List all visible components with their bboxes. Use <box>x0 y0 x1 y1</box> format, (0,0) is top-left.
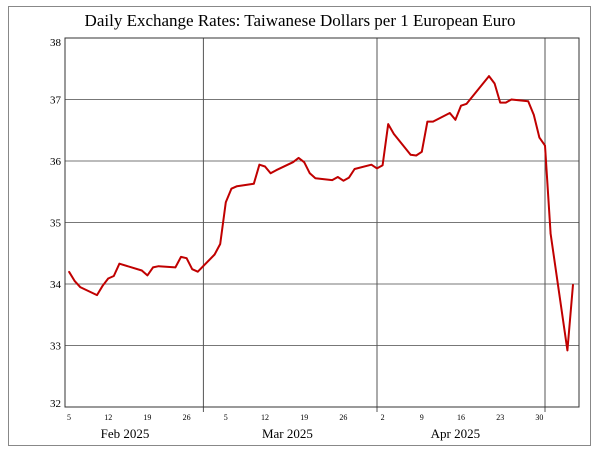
data-point <box>230 187 233 190</box>
month-label: Feb 2025 <box>101 426 150 441</box>
data-point <box>185 257 188 259</box>
month-label: Mar 2025 <box>262 426 313 441</box>
data-point <box>264 165 266 168</box>
data-point <box>191 268 193 271</box>
data-point <box>460 104 462 107</box>
y-tick-label: 34 <box>50 279 62 291</box>
data-point <box>79 286 81 288</box>
data-point <box>538 136 541 139</box>
data-point <box>174 266 177 269</box>
data-point <box>292 161 294 164</box>
data-point <box>297 157 300 159</box>
data-point <box>303 161 306 164</box>
data-point <box>180 256 182 258</box>
x-tick-label: 30 <box>535 413 543 422</box>
data-point <box>421 150 423 153</box>
data-point <box>73 280 76 282</box>
x-tick-label: 19 <box>300 413 308 422</box>
data-point <box>113 275 115 277</box>
data-point <box>309 172 311 175</box>
x-tick-label: 26 <box>183 413 191 422</box>
x-tick-label: 2 <box>381 413 385 422</box>
data-point <box>409 154 412 156</box>
data-point <box>493 82 496 85</box>
data-point <box>465 103 468 105</box>
y-tick-label: 35 <box>50 218 62 230</box>
data-point <box>101 285 104 287</box>
x-tick-label: 12 <box>104 413 112 422</box>
data-point <box>253 182 255 185</box>
data-point <box>197 270 199 273</box>
data-point <box>549 232 552 235</box>
data-point <box>157 265 160 267</box>
data-point <box>488 75 490 77</box>
x-tick-label: 9 <box>420 413 424 422</box>
data-point <box>348 176 350 179</box>
data-point <box>225 201 227 204</box>
data-point <box>152 266 154 269</box>
x-tick-label: 12 <box>261 413 269 422</box>
y-tick-label: 32 <box>50 398 61 410</box>
y-tick-label: 38 <box>50 37 62 49</box>
data-point <box>449 112 451 114</box>
data-point <box>353 168 356 170</box>
y-tick-label: 33 <box>50 341 62 353</box>
data-point <box>566 349 569 352</box>
data-point <box>331 179 334 181</box>
data-point <box>393 133 395 135</box>
month-label: Apr 2025 <box>431 426 480 441</box>
data-point <box>258 163 261 166</box>
data-point <box>381 164 384 167</box>
plot-area <box>64 37 580 408</box>
data-point <box>68 270 70 273</box>
data-point <box>269 172 272 175</box>
data-point <box>432 120 434 123</box>
data-point <box>141 269 143 272</box>
data-point <box>415 154 418 157</box>
chart-frame <box>8 6 591 446</box>
data-point <box>510 98 513 101</box>
data-point <box>454 118 457 121</box>
data-point <box>96 294 98 296</box>
x-tick-label: 16 <box>457 413 465 422</box>
x-tick-label: 19 <box>143 413 151 422</box>
data-point <box>146 274 149 277</box>
data-point <box>505 101 507 104</box>
data-point <box>314 177 317 180</box>
data-point <box>337 176 339 178</box>
data-point <box>376 167 378 170</box>
data-point <box>499 101 502 104</box>
data-point <box>426 120 429 123</box>
data-point <box>213 253 216 256</box>
data-point <box>275 169 278 172</box>
x-tick-label: 5 <box>224 413 228 422</box>
y-tick-label: 36 <box>50 156 62 168</box>
data-point <box>107 277 109 280</box>
data-point <box>342 179 345 182</box>
data-point <box>370 163 373 166</box>
data-point <box>387 123 390 125</box>
data-point <box>544 144 546 147</box>
y-tick-label: 37 <box>50 95 62 107</box>
data-point <box>219 243 221 245</box>
data-point <box>118 262 121 265</box>
x-tick-label: 5 <box>67 413 71 422</box>
data-point <box>527 100 529 103</box>
x-tick-label: 23 <box>496 413 504 422</box>
x-tick-label: 26 <box>339 413 347 422</box>
series-line-twd-per-eur <box>68 75 574 352</box>
data-point <box>572 283 574 286</box>
data-point <box>236 185 238 188</box>
data-point <box>533 114 535 116</box>
chart-title: Daily Exchange Rates: Taiwanese Dollars … <box>85 11 516 30</box>
